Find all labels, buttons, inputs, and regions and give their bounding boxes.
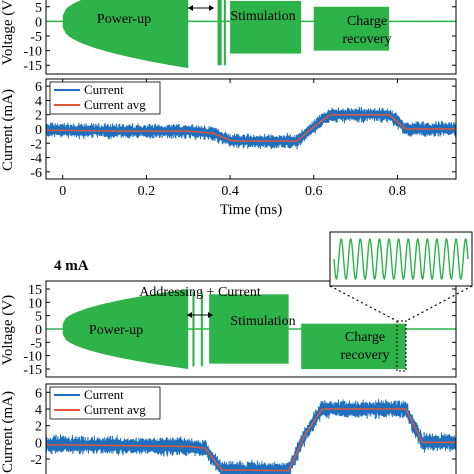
current-trace [45,106,457,150]
ytick-label: -4 [30,152,42,167]
top-powerup-label: Power-up [97,12,151,27]
top-stimulation-label: Stimulation [230,9,295,24]
top-voltage-yticks: 50-5-10-15 [23,1,456,74]
bottom-current-legend: Current Current avg [49,386,161,420]
powerup-waveform [62,289,189,369]
zoom-inset-waveform [333,237,469,281]
bottom-stimulation-label: Stimulation [230,314,295,329]
top-voltage-plot [46,0,456,69]
xtick-label: 0 [59,184,66,199]
bottom-title: 4 mA [54,258,89,274]
ytick-label: 15 [28,283,42,298]
ytick-label: -2 [30,453,42,468]
top-current-legend: Current Current avg [49,81,161,115]
top-duration-arrow [188,5,214,11]
ytick-label: 2 [35,109,42,124]
powerup-waveform [62,0,189,69]
ytick-label: -15 [23,59,42,74]
bottom-voltage-ylabel: Voltage (V) [0,295,16,365]
top-legend-current: Current [84,82,124,97]
top-voltage-frame [45,0,457,75]
ytick-label: -15 [23,363,42,378]
pulse-block [313,6,390,51]
ytick-label: -5 [30,30,42,45]
bottom-charge-label: Charge [345,330,385,345]
ytick-label: 4 [35,403,42,418]
ytick-label: -10 [23,350,42,365]
top-current-plot [45,106,457,150]
zoom-connector-left [329,285,398,322]
ytick-label: -2 [30,137,42,152]
bottom-current-ylabel: Current (mA) [0,391,16,473]
ytick-label: 5 [35,1,42,16]
addressing-burst [200,291,203,367]
zoom-connector-right [405,285,473,322]
xtick-label: 0.6 [305,184,323,199]
bottom-legend-current: Current [84,387,124,402]
current-trace [45,399,457,474]
top-current-frame [45,78,457,180]
ytick-label: 0 [35,323,42,338]
top-current-ylabel: Current (mA) [0,89,16,171]
inset-sine [333,237,469,281]
ytick-label: -10 [23,45,42,60]
bottom-current-yticks: 6 4 20 -2 [30,386,456,468]
bottom-current-frame [45,383,457,474]
top-current-xticks: 0 0.2 0.4 0.6 0.8 [59,79,406,199]
current-avg-line [46,408,456,472]
top-current-xlabel: Time (ms) [220,202,282,218]
current-avg-line [46,113,456,142]
ytick-label: -5 [30,336,42,351]
top-charge-label: Charge [347,14,387,29]
top-voltage-ylabel: Voltage (V) [0,0,16,65]
ytick-label: 2 [35,420,42,435]
pulse-block [209,294,289,364]
ytick-label: 4 [35,94,42,109]
bottom-duration-arrow [187,312,213,318]
bottom-current-panel: Current (mA) 6 4 20 -2 Current Current avg [0,383,457,474]
bottom-voltage-plot [46,289,456,369]
ytick-label: 10 [28,296,42,311]
pulse-block [301,323,406,369]
top-legend-current-avg: Current avg [84,97,146,112]
ytick-label: 0 [35,436,42,451]
bottom-legend-current-avg: Current avg [84,402,146,417]
ytick-label: 6 [35,80,42,95]
ytick-label: -6 [30,166,42,181]
xtick-label: 0.2 [138,184,156,199]
addressing-burst [192,291,195,367]
zoom-inset [329,231,473,372]
ytick-label: 0 [35,15,42,30]
pulse-block [230,0,302,54]
ytick-label: 6 [35,386,42,401]
bottom-current-plot [45,399,457,474]
bottom-recovery-label: recovery [341,348,390,363]
ytick-label: 0 [35,123,42,138]
addressing-current-label: Addressing + Current [139,285,261,300]
addressing-burst [217,0,222,66]
top-recovery-label: recovery [343,32,392,47]
xtick-label: 0.8 [389,184,407,199]
ytick-label: 5 [35,310,42,325]
zoom-region-box [396,320,407,372]
addressing-burst [223,0,226,66]
bottom-powerup-label: Power-up [89,323,143,338]
xtick-label: 0.4 [221,184,239,199]
bottom-voltage-frame [45,280,457,378]
top-voltage-panel: Voltage (V) 50-5-10-15 Power-up Stimulat… [0,0,457,75]
